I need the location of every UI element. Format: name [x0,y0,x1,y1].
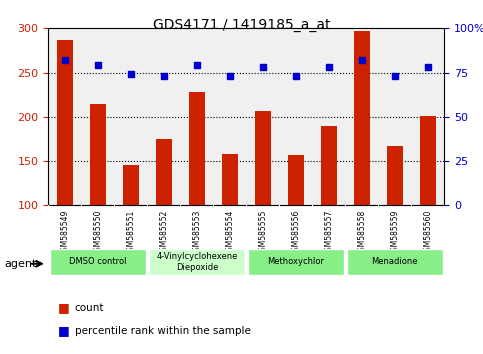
Text: GSM585559: GSM585559 [390,210,399,256]
Text: GSM585556: GSM585556 [291,210,300,256]
FancyBboxPatch shape [248,249,344,275]
Point [391,73,399,79]
Text: Menadione: Menadione [371,257,418,267]
FancyBboxPatch shape [149,249,245,275]
Text: GSM585555: GSM585555 [258,210,267,256]
Bar [420,116,436,294]
Text: Methoxychlor: Methoxychlor [267,257,325,267]
Bar [255,110,271,294]
Text: GSM585558: GSM585558 [357,210,366,256]
Point [160,73,168,79]
Text: GSM585551: GSM585551 [127,210,135,256]
Text: GSM585550: GSM585550 [93,210,102,256]
Text: DMSO control: DMSO control [69,257,127,267]
Text: percentile rank within the sample: percentile rank within the sample [75,326,251,336]
Bar [123,166,139,294]
Text: GSM585557: GSM585557 [325,210,333,256]
Point [127,72,135,77]
Bar [287,155,304,294]
Text: 4-Vinylcyclohexene
Diepoxide: 4-Vinylcyclohexene Diepoxide [156,252,238,272]
Point [61,57,69,63]
Point [226,73,234,79]
Point [193,63,201,68]
Bar [321,126,337,294]
Text: GSM585554: GSM585554 [226,210,234,256]
Point [358,57,366,63]
Bar [188,92,205,294]
Text: GDS4171 / 1419185_a_at: GDS4171 / 1419185_a_at [153,18,330,32]
FancyBboxPatch shape [50,249,146,275]
Bar [354,31,370,294]
Point [325,64,333,70]
Text: GSM585560: GSM585560 [424,210,432,256]
Text: GSM585553: GSM585553 [192,210,201,256]
Point [259,64,267,70]
Text: GSM585552: GSM585552 [159,210,168,256]
Bar [222,154,238,294]
Text: ■: ■ [58,302,70,314]
Text: agent: agent [5,259,37,269]
FancyBboxPatch shape [347,249,443,275]
Bar [89,104,106,294]
Point [292,73,299,79]
Text: ■: ■ [58,325,70,337]
Bar [386,146,403,294]
Bar [57,40,73,294]
Point [94,63,102,68]
Point [424,64,432,70]
Bar [156,139,172,294]
Text: GSM585549: GSM585549 [60,210,69,256]
Text: count: count [75,303,104,313]
